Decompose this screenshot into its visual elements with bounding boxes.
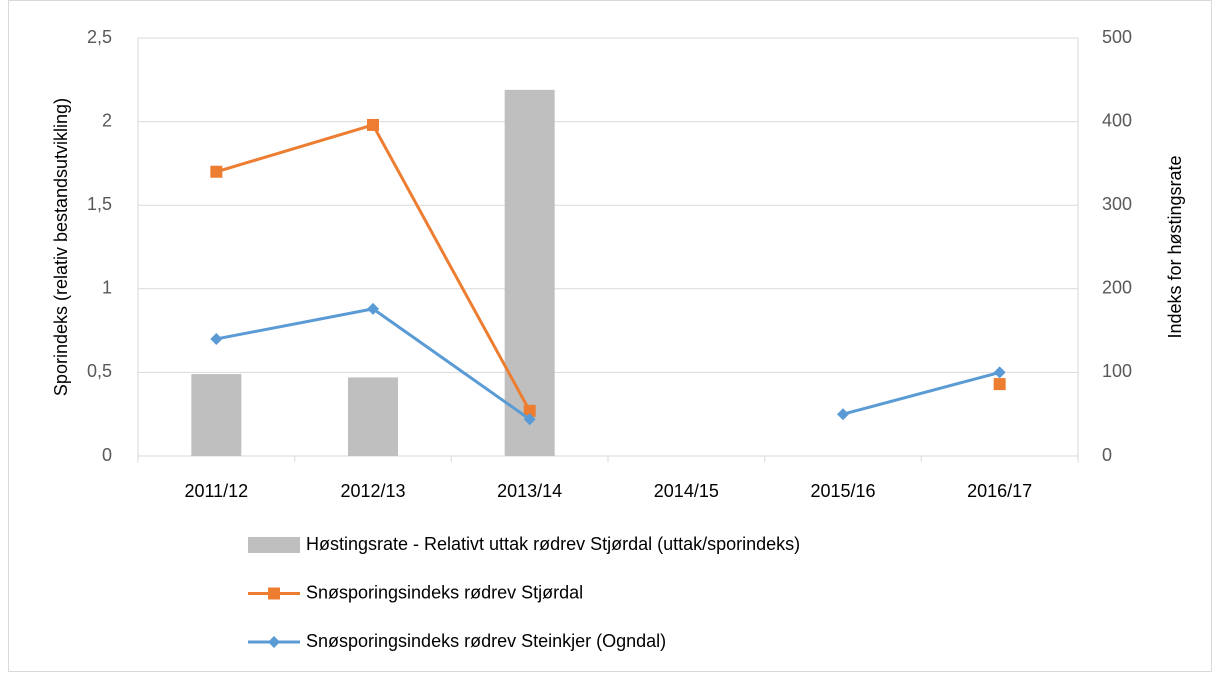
bar	[191, 374, 242, 456]
y-tick-label: 2,5	[87, 27, 112, 47]
x-tick-label: 2011/12	[184, 481, 248, 501]
point	[367, 302, 379, 315]
y-tick-label: 2	[102, 110, 112, 130]
y-tick-label: 0,5	[87, 361, 112, 381]
point	[210, 332, 223, 345]
legend-marker	[268, 636, 280, 648]
y-axis-title: Sporindeks (relativ bestandsutvikling)	[51, 98, 71, 396]
x-tick-label: 2014/15	[654, 481, 719, 501]
legend-label: Snøsporingsindeks rødrev Stjørdal	[306, 582, 583, 602]
y-tick-label: 0	[102, 445, 112, 465]
point	[993, 378, 1006, 391]
legend-label: Høstingsrate - Relativt uttak rødrev Stj…	[306, 534, 800, 554]
x-tick-label: 2016/17	[967, 481, 1032, 501]
y2-tick-label: 200	[1102, 278, 1132, 298]
point	[523, 413, 536, 426]
y-tick-label: 1	[102, 278, 112, 298]
point	[367, 118, 379, 131]
point	[993, 366, 1006, 379]
x-tick-label: 2015/16	[810, 481, 875, 501]
point	[523, 404, 536, 417]
point	[210, 165, 223, 178]
legend-swatch	[248, 537, 300, 553]
x-tick-label: 2012/13	[340, 481, 405, 501]
y2-tick-label: 100	[1102, 361, 1132, 381]
y2-tick-label: 300	[1102, 194, 1132, 214]
chart-frame	[8, 0, 1212, 672]
y2-tick-label: 400	[1102, 110, 1132, 130]
y2-tick-label: 0	[1102, 445, 1112, 465]
y2-axis-title: Indeks for høstingsrate	[1165, 155, 1185, 338]
line	[842, 370, 1001, 416]
x-tick-label: 2013/14	[497, 481, 562, 501]
y2-tick-label: 500	[1102, 27, 1132, 47]
legend-marker	[268, 587, 280, 600]
point	[837, 408, 849, 421]
bar	[348, 377, 398, 456]
legend-label: Snøsporingsindeks rødrev Steinkjer (Ognd…	[306, 631, 666, 651]
bar	[504, 89, 555, 456]
y-tick-label: 1,5	[87, 194, 112, 214]
